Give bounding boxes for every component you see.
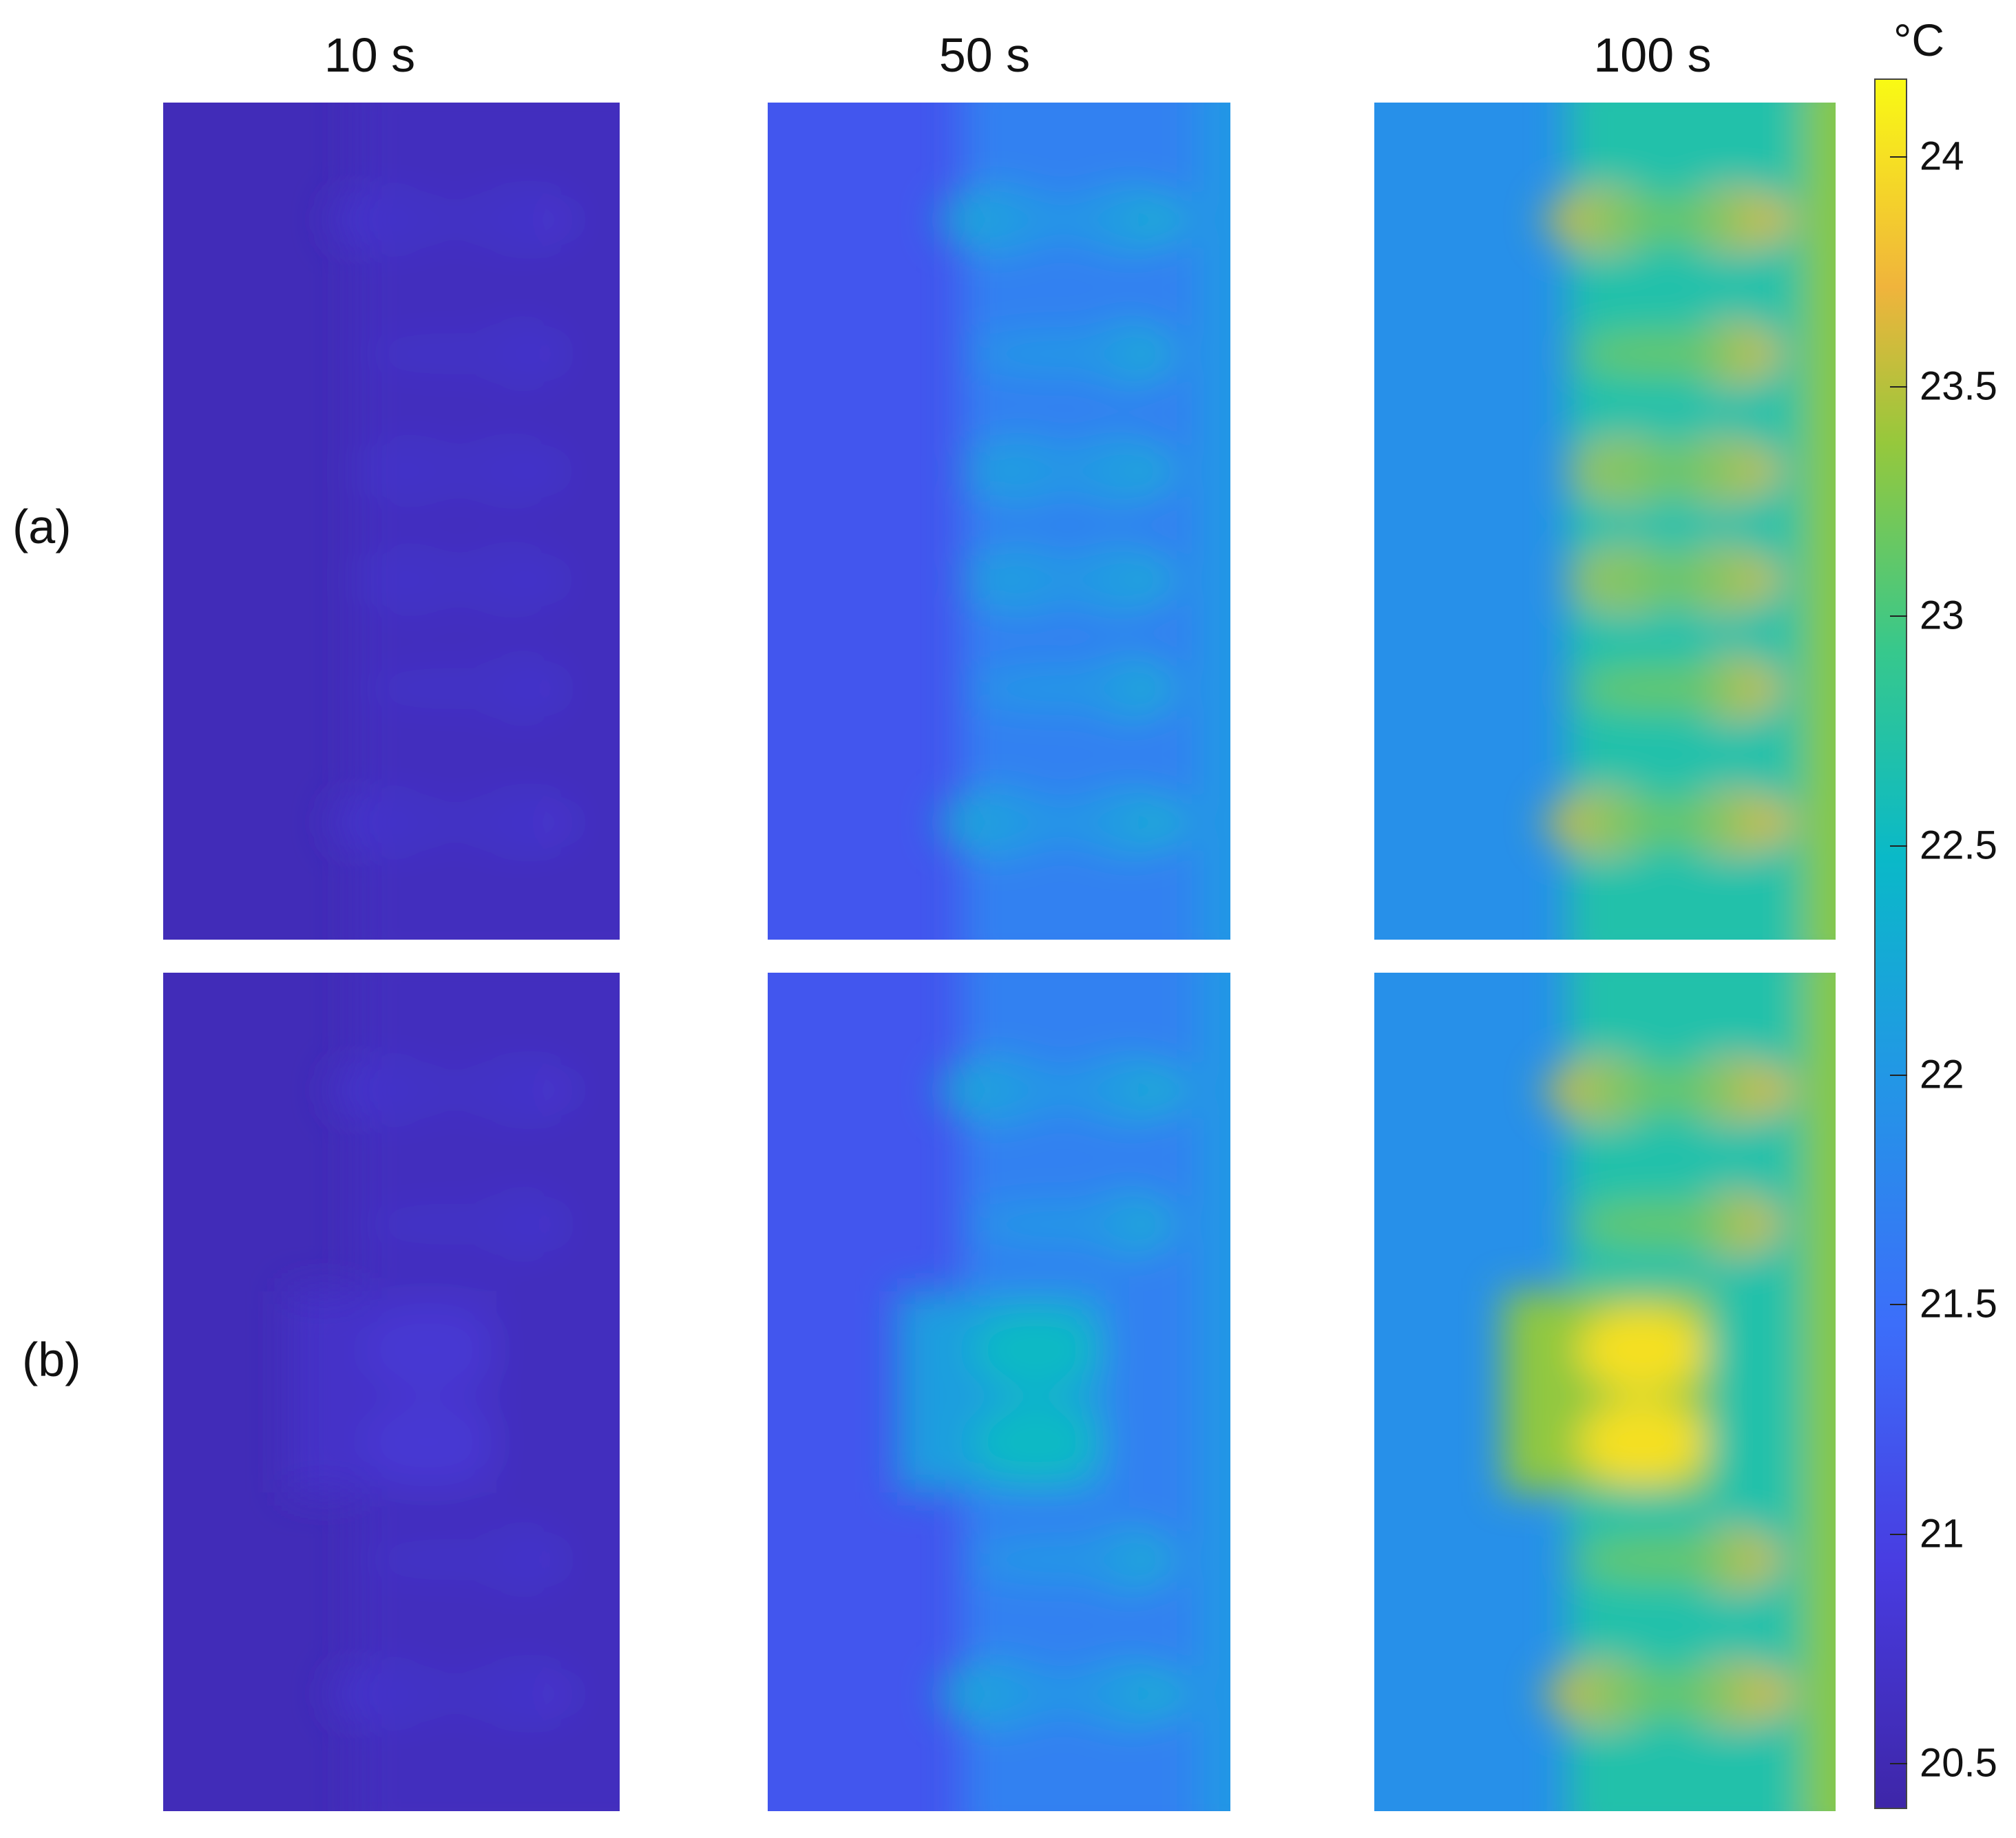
hot-spot [1577,1400,1707,1484]
colorbar-tick [1890,845,1907,847]
heatmap-edge [1803,973,1836,1811]
colorbar-tick [1890,1075,1907,1077]
colorbar-tick [1890,1763,1907,1765]
hot-spot [1577,1308,1707,1392]
hot-band [966,1069,1152,1111]
hot-band [359,450,543,492]
colorbar-tick [1890,615,1907,617]
colorbar-tick-label: 22 [1920,1052,1964,1097]
heatmap-panel-1-1 [768,973,1230,1811]
heatmap-edge [587,103,620,940]
hot-band [1573,450,1758,492]
hot-band [1573,667,1758,710]
row-label-b: (b) [22,1333,81,1386]
colorbar-tick-label: 20.5 [1920,1740,1997,1786]
hot-band [359,558,543,601]
hot-band [1573,558,1758,601]
hot-spot [971,1308,1101,1392]
colorbar [1874,78,1907,1809]
heatmap-panel-0-1 [768,103,1230,940]
column-title-10s: 10 s [324,28,416,82]
hot-band [966,801,1152,844]
hot-band [966,667,1152,710]
heatmap-panel-1-2 [1374,973,1836,1811]
heatmap-edge [1197,103,1230,940]
hot-band [359,801,543,844]
hot-band [966,1203,1152,1245]
column-title-100s: 100 s [1593,28,1712,82]
hot-band [966,450,1152,492]
hot-band [966,1539,1152,1581]
hot-band [359,1673,543,1715]
hot-band [1573,1203,1758,1245]
heatmap-panel-0-0 [163,103,620,940]
colorbar-tick [1890,156,1907,158]
hot-spot [364,1308,492,1392]
hot-band [966,198,1152,241]
column-title-50s: 50 s [938,28,1031,82]
colorbar-unit: °C [1893,14,1945,65]
hot-band [359,667,543,710]
hot-band [966,1673,1152,1715]
heatmap-edge [1803,103,1836,940]
hot-band [359,1069,543,1111]
colorbar-tick-label: 22.5 [1920,823,1997,868]
colorbar-tick [1890,1304,1907,1306]
colorbar-tick-label: 23.5 [1920,363,1997,409]
hot-band [359,198,543,241]
hot-band [359,1539,543,1581]
heatmap-edge [587,973,620,1811]
heatmap-panel-1-0 [163,973,620,1811]
hot-band [1573,1069,1758,1111]
colorbar-tick [1890,1533,1907,1535]
hot-band [966,558,1152,601]
colorbar-tick-label: 23 [1920,593,1964,638]
row-label-a: (a) [12,500,72,553]
hot-spot [364,1400,492,1484]
hot-band [1573,1673,1758,1715]
hot-spot [971,1400,1101,1484]
hot-band [359,332,543,375]
colorbar-tick [1890,385,1907,388]
hot-band [359,1203,543,1245]
hot-band [1573,801,1758,844]
colorbar-tick-label: 21 [1920,1511,1964,1556]
hot-band [1573,1539,1758,1581]
colorbar-tick-label: 21.5 [1920,1281,1997,1327]
hot-band [1573,198,1758,241]
hot-band [966,332,1152,375]
hot-band [1573,332,1758,375]
heatmap-panel-0-2 [1374,103,1836,940]
heatmap-edge [1197,973,1230,1811]
colorbar-tick-label: 24 [1920,134,1964,179]
